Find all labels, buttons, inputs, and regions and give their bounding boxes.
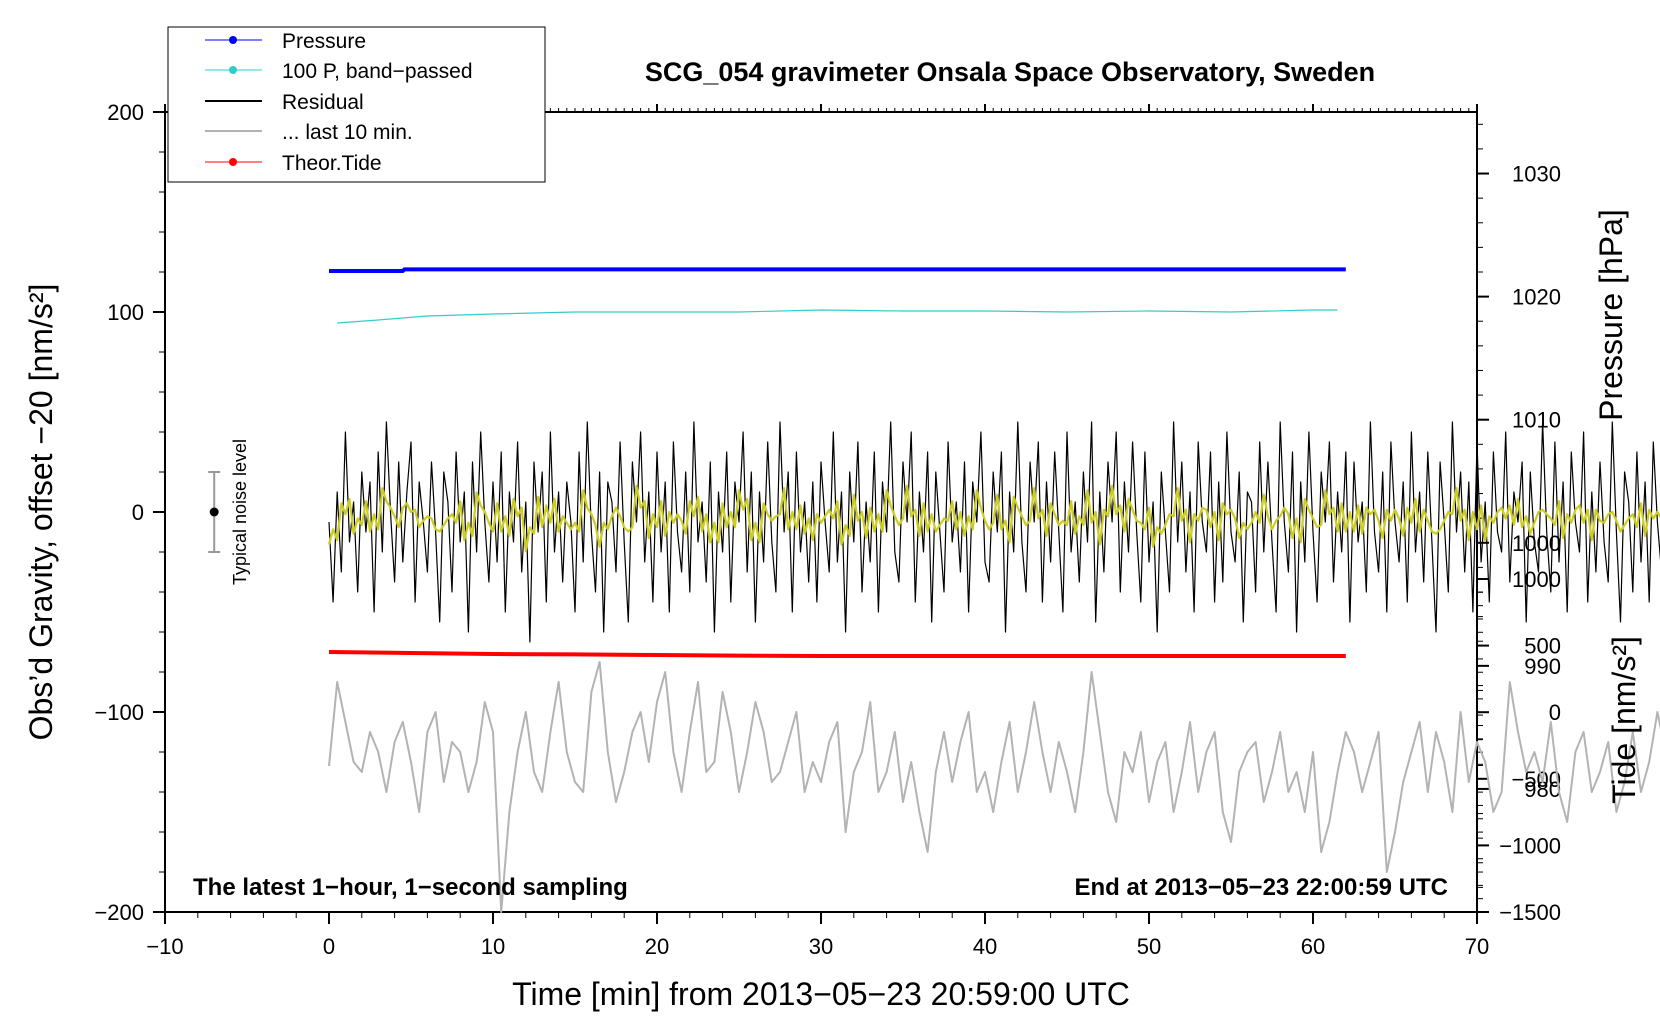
annotation-sampling: The latest 1−hour, 1−second sampling [193, 874, 628, 901]
pressure-tick-label: 1030 [1512, 162, 1561, 187]
tide-tick-label: −500 [1511, 767, 1561, 792]
legend-marker-pressure [229, 36, 237, 44]
tide-tick-label: −1000 [1499, 833, 1561, 858]
y-tick-label: 100 [107, 300, 144, 325]
x-tick-label: 50 [1137, 934, 1161, 959]
x-tick-label: 70 [1465, 934, 1489, 959]
legend-marker-bandpassed [229, 66, 237, 74]
series-theor-tide [328, 650, 1346, 658]
x-tick-label: 0 [323, 934, 335, 959]
y-tick-label: 0 [132, 500, 144, 525]
axis-ticks: −10 0 10 20 30 40 50 60 70−200−10001002009809901… [94, 100, 1561, 959]
chart-title: SCG_054 gravimeter Onsala Space Observat… [645, 57, 1375, 87]
legend-marker-tide [229, 158, 237, 166]
series-residual-smoothed [327, 484, 1660, 553]
tide-tick-label: 0 [1549, 700, 1561, 725]
x-tick-label: 60 [1301, 934, 1325, 959]
legend-label-last10: ... last 10 min. [282, 121, 413, 144]
noise-label: Typical noise level [230, 439, 250, 585]
x-tick-label: 10 [481, 934, 505, 959]
x-axis-title: Time [min] from 2013−05−23 20:59:00 UTC [512, 976, 1130, 1012]
noise-level-indicator: Typical noise level [208, 439, 250, 585]
noise-center-dot [209, 507, 219, 517]
series-last-10-min [328, 661, 1660, 913]
pressure-tick-label: 1010 [1512, 408, 1561, 433]
tide-tick-label: 1000 [1512, 567, 1561, 592]
y-tick-label: 200 [107, 100, 144, 125]
tide-tick-label: 500 [1524, 634, 1561, 659]
legend-label-tide: Theor.Tide [282, 152, 382, 175]
annotation-end-time: End at 2013−05−23 22:00:59 UTC [1074, 874, 1448, 901]
legend-label-bandpassed: 100 P, band−passed [282, 60, 473, 83]
y-tick-label: −200 [94, 900, 144, 925]
series-residual [328, 421, 1660, 643]
series-layer [327, 267, 1660, 913]
legend-label-pressure: Pressure [282, 30, 366, 53]
y-axis-title-tide: Tide [nm/s²] [1606, 636, 1642, 804]
legend: Pressure 100 P, band−passed Residual ...… [167, 26, 546, 183]
pressure-tick-label: 990 [1524, 654, 1561, 679]
series-pressure-bandpassed [337, 309, 1338, 324]
x-tick-label: 30 [809, 934, 833, 959]
legend-box [167, 26, 546, 183]
y-axis-title-pressure: Pressure [hPa] [1593, 209, 1629, 421]
pressure-tick-label: 1020 [1512, 285, 1561, 310]
tide-tick-label: −1500 [1499, 900, 1561, 925]
legend-label-residual: Residual [282, 91, 364, 114]
x-tick-label: 40 [973, 934, 997, 959]
y-axis-title-left: Obs’d Gravity, offset −20 [nm/s²] [23, 284, 59, 741]
x-tick-label: −10 [146, 934, 183, 959]
series-pressure [329, 267, 1346, 273]
x-tick-label: 20 [645, 934, 669, 959]
pressure-tick-label: 1000 [1512, 531, 1561, 556]
y-tick-label: −100 [94, 700, 144, 725]
